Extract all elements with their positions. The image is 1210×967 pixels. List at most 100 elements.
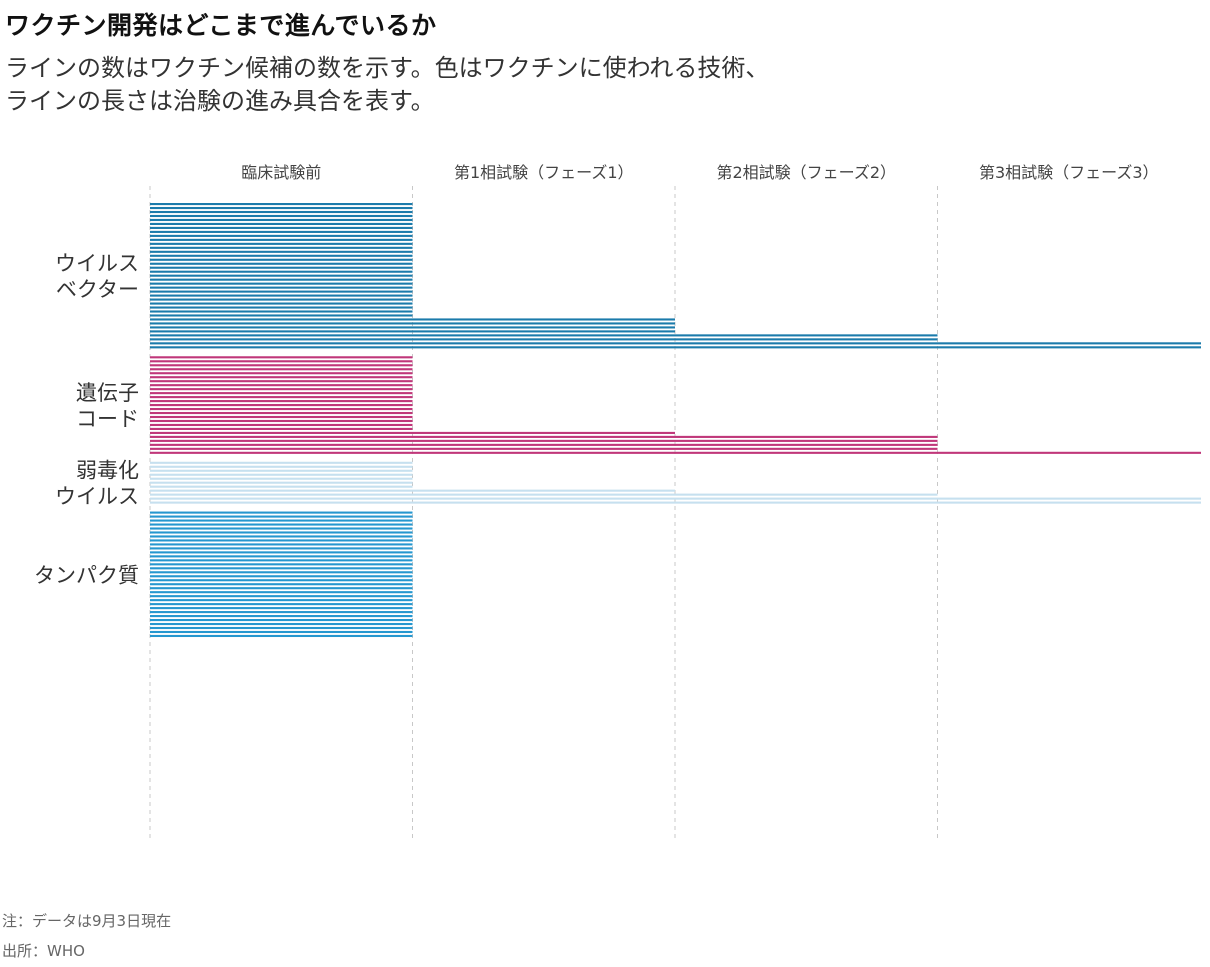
subtitle-line-1: ラインの数はワクチン候補の数を示す。色はワクチンに使われる技術、 xyxy=(5,54,770,82)
candidate-line xyxy=(150,551,413,554)
candidate-line xyxy=(150,563,413,566)
candidate-line xyxy=(150,543,413,546)
candidate-line xyxy=(150,330,675,333)
candidate-line xyxy=(150,306,413,309)
candidate-line xyxy=(150,447,938,450)
candidate-line xyxy=(150,392,413,395)
candidate-line xyxy=(150,274,413,277)
group-label: 遺伝子 xyxy=(76,381,139,405)
candidate-line xyxy=(150,497,1201,500)
candidate-line xyxy=(150,356,413,359)
candidate-line xyxy=(150,250,413,253)
candidate-line xyxy=(150,282,413,285)
candidate-line xyxy=(150,451,1201,454)
candidate-line xyxy=(150,527,413,530)
candidate-line xyxy=(150,396,413,399)
candidate-line xyxy=(150,342,1201,345)
candidate-line xyxy=(150,364,413,367)
candidate-line xyxy=(150,218,413,222)
candidate-line xyxy=(150,559,413,562)
candidate-line xyxy=(150,254,413,257)
candidate-line xyxy=(150,290,413,293)
candidate-line xyxy=(150,372,413,375)
footnote: 注：データは9月3日現在 xyxy=(2,912,172,930)
candidate-line xyxy=(150,314,413,317)
candidate-line xyxy=(150,423,413,427)
candidate-line xyxy=(150,298,413,301)
source-note: 出所：WHO xyxy=(2,942,85,960)
candidate-line xyxy=(150,226,413,229)
candidate-line xyxy=(150,461,413,464)
group-label: ベクター xyxy=(56,278,139,302)
candidate-line xyxy=(150,262,413,265)
candidate-line xyxy=(150,547,413,550)
candidate-line xyxy=(150,583,413,586)
phase-label: 第3相試験（フェーズ3） xyxy=(979,163,1159,182)
candidate-line xyxy=(150,501,1201,504)
candidate-line xyxy=(150,622,413,626)
group-label: 弱毒化 xyxy=(76,459,139,483)
candidate-line xyxy=(150,481,413,484)
candidate-line xyxy=(150,535,413,538)
candidate-line xyxy=(150,408,413,411)
chart-title: ワクチン開発はどこまで進んでいるか xyxy=(5,11,437,40)
candidate-line xyxy=(150,567,413,570)
candidate-line xyxy=(150,206,413,210)
candidate-line xyxy=(150,278,413,281)
candidate-line xyxy=(150,346,1201,349)
candidate-line xyxy=(150,334,938,337)
candidate-line xyxy=(150,404,413,407)
candidate-line xyxy=(150,380,413,383)
candidate-line xyxy=(150,338,938,341)
candidate-line xyxy=(150,384,413,387)
candidate-line xyxy=(150,270,413,273)
candidate-line xyxy=(150,477,413,480)
candidate-lines xyxy=(150,203,1201,638)
candidate-line xyxy=(150,493,938,496)
candidate-line xyxy=(150,489,675,492)
group-label: ウイルス xyxy=(55,252,139,276)
candidate-line xyxy=(150,203,413,206)
group-label: タンパク質 xyxy=(34,563,139,587)
phase-labels: 臨床試験前 第1相試験（フェーズ1） 第2相試験（フェーズ2） 第3相試験（フェーズ3… xyxy=(241,163,1158,182)
candidate-line xyxy=(150,419,413,423)
candidate-line xyxy=(150,571,413,574)
candidate-line xyxy=(150,310,413,313)
candidate-line xyxy=(150,603,413,606)
candidate-line xyxy=(150,266,413,269)
candidate-line xyxy=(150,210,413,214)
candidate-line xyxy=(150,630,413,634)
candidate-line xyxy=(150,634,413,638)
candidate-line xyxy=(150,294,413,297)
candidate-line xyxy=(150,427,413,430)
subtitle-line-2: ラインの長さは治験の進み具合を表す。 xyxy=(5,87,435,115)
candidate-line xyxy=(150,322,675,325)
candidate-line xyxy=(150,523,413,526)
candidate-line xyxy=(150,286,413,289)
candidate-line xyxy=(150,242,413,245)
candidate-line xyxy=(150,555,413,558)
candidate-line xyxy=(150,439,938,442)
candidate-line xyxy=(150,302,413,305)
candidate-line xyxy=(150,599,413,602)
phase-label: 第1相試験（フェーズ1） xyxy=(454,163,634,182)
candidate-line xyxy=(150,615,413,618)
candidate-line xyxy=(150,234,413,237)
candidate-line xyxy=(150,465,413,468)
candidate-line xyxy=(150,411,413,415)
candidate-line xyxy=(150,539,413,542)
candidate-line xyxy=(150,246,413,249)
candidate-line xyxy=(150,258,413,261)
candidate-line xyxy=(150,511,413,514)
candidate-line xyxy=(150,388,413,391)
candidate-line xyxy=(150,485,413,488)
candidate-line xyxy=(150,579,413,582)
group-label: ウイルス xyxy=(55,485,139,509)
candidate-line xyxy=(150,469,413,472)
candidate-line xyxy=(150,400,413,403)
candidate-line xyxy=(150,376,413,379)
candidate-line xyxy=(150,473,413,476)
candidate-line xyxy=(150,214,413,218)
phase-label: 第2相試験（フェーズ2） xyxy=(716,163,896,182)
